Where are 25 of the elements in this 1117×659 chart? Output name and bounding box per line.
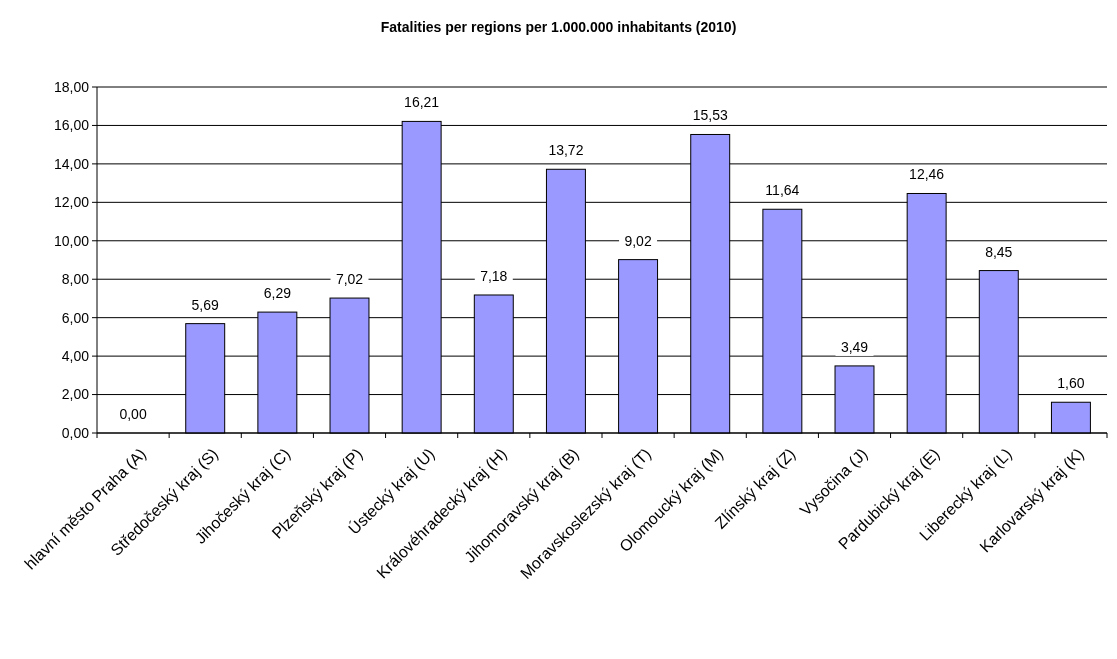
data-label: 5,69 — [191, 296, 220, 313]
y-tick-label: 16,00 — [53, 117, 90, 134]
data-label: 12,46 — [909, 166, 945, 183]
data-label: 9,02 — [624, 232, 652, 249]
data-label: 7,02 — [335, 271, 364, 288]
y-tick-label: 18,00 — [53, 78, 90, 95]
y-tick-label: 6,00 — [61, 309, 90, 326]
data-label: 8,45 — [985, 243, 1013, 260]
data-label: 7,18 — [480, 267, 508, 284]
data-label: 6,29 — [263, 285, 292, 302]
y-tick-label: 2,00 — [61, 386, 90, 403]
y-tick-label: 4,00 — [61, 348, 90, 365]
data-label: 16,21 — [404, 94, 440, 111]
y-tick-label: 14,00 — [53, 155, 90, 172]
data-label: 15,53 — [692, 107, 728, 124]
y-tick-label: 12,00 — [53, 194, 90, 211]
data-label: 1,60 — [1057, 375, 1085, 392]
data-label: 3,49 — [840, 338, 869, 355]
data-label: 11,64 — [765, 182, 800, 199]
y-tick-label: 0,00 — [61, 424, 90, 441]
data-label: 13,72 — [548, 142, 584, 159]
y-tick-label: 8,00 — [61, 271, 90, 288]
y-tick-label: 10,00 — [53, 232, 90, 249]
chart-title: Fatalities per regions per 1.000.000 inhabitants (2010) — [380, 19, 737, 35]
data-label: 0,00 — [119, 406, 147, 422]
